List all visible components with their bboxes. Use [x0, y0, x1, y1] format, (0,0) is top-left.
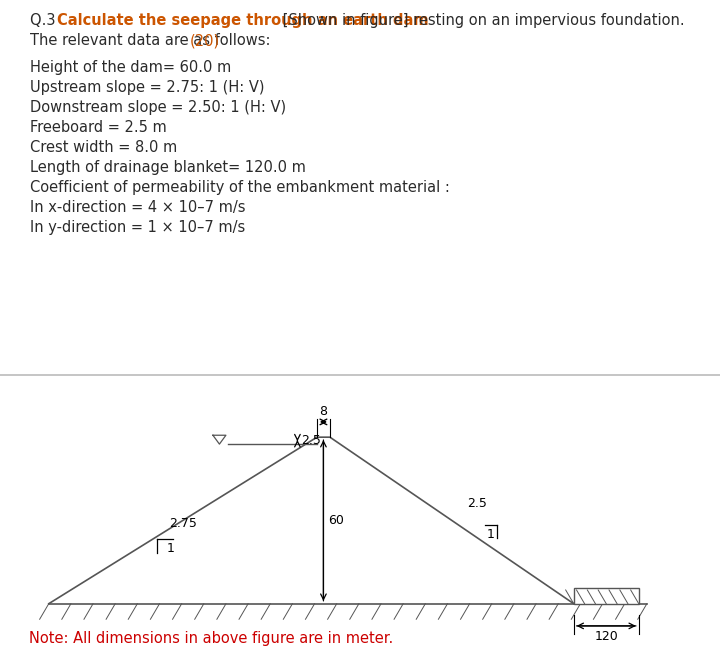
- Text: (20): (20): [190, 33, 220, 48]
- Text: The relevant data are as follows:: The relevant data are as follows:: [30, 33, 275, 48]
- Text: 2.5: 2.5: [467, 498, 487, 510]
- Text: Height of the dam= 60.0 m: Height of the dam= 60.0 m: [30, 60, 231, 75]
- Text: Length of drainage blanket= 120.0 m: Length of drainage blanket= 120.0 m: [30, 160, 306, 175]
- Text: 1: 1: [487, 528, 495, 541]
- Text: In y-direction = 1 × 10–7 m/s: In y-direction = 1 × 10–7 m/s: [30, 220, 246, 235]
- Text: Note: All dimensions in above figure are in meter.: Note: All dimensions in above figure are…: [29, 630, 393, 646]
- Text: Freeboard = 2.5 m: Freeboard = 2.5 m: [30, 120, 167, 135]
- Text: Upstream slope = 2.75: 1 (H: V): Upstream slope = 2.75: 1 (H: V): [30, 80, 264, 95]
- Text: In x-direction = 4 × 10–7 m/s: In x-direction = 4 × 10–7 m/s: [30, 200, 246, 215]
- Bar: [574, 588, 639, 604]
- Text: 2.5: 2.5: [301, 434, 320, 447]
- Text: Q.3: Q.3: [30, 13, 60, 28]
- Text: Downstream slope = 2.50: 1 (H: V): Downstream slope = 2.50: 1 (H: V): [30, 100, 286, 115]
- Text: Coefficient of permeability of the embankment material :: Coefficient of permeability of the emban…: [30, 180, 450, 195]
- Text: 120: 120: [594, 630, 618, 643]
- Text: 8: 8: [320, 405, 328, 418]
- Text: 60: 60: [328, 514, 344, 527]
- Text: [Shown in figure] resting on an impervious foundation.: [Shown in figure] resting on an impervio…: [279, 13, 685, 28]
- Text: Calculate the seepage through an earth dam: Calculate the seepage through an earth d…: [58, 13, 429, 28]
- Text: 1: 1: [167, 542, 175, 555]
- Text: 2.75: 2.75: [169, 518, 197, 530]
- Text: Crest width = 8.0 m: Crest width = 8.0 m: [30, 140, 177, 155]
